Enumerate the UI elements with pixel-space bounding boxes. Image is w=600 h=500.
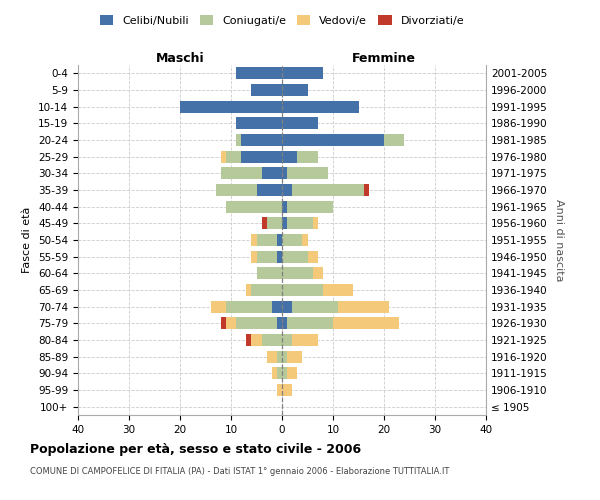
Text: Maschi: Maschi bbox=[155, 52, 205, 65]
Bar bbox=[292, 334, 318, 346]
Bar bbox=[226, 318, 236, 330]
Bar bbox=[221, 318, 226, 330]
Bar bbox=[262, 218, 267, 230]
Bar bbox=[262, 168, 282, 179]
Bar bbox=[277, 350, 282, 362]
Bar bbox=[282, 250, 308, 262]
Bar bbox=[282, 350, 287, 362]
Bar bbox=[272, 300, 282, 312]
Bar bbox=[298, 150, 318, 162]
Bar bbox=[282, 168, 287, 179]
Bar bbox=[241, 150, 282, 162]
Bar bbox=[241, 134, 282, 146]
Bar bbox=[277, 318, 282, 330]
Bar bbox=[292, 300, 338, 312]
Bar bbox=[262, 334, 282, 346]
Bar bbox=[277, 234, 282, 246]
Bar bbox=[287, 350, 302, 362]
Bar bbox=[247, 284, 251, 296]
Bar bbox=[287, 318, 333, 330]
Bar bbox=[251, 84, 282, 96]
Bar bbox=[282, 300, 292, 312]
Y-axis label: Fasce di età: Fasce di età bbox=[22, 207, 32, 273]
Bar bbox=[282, 68, 323, 80]
Text: Femmine: Femmine bbox=[352, 52, 416, 65]
Bar bbox=[236, 318, 277, 330]
Bar bbox=[257, 184, 282, 196]
Bar bbox=[287, 368, 298, 380]
Bar bbox=[257, 268, 282, 280]
Bar bbox=[180, 100, 282, 112]
Bar bbox=[236, 68, 282, 80]
Bar bbox=[282, 284, 323, 296]
Bar bbox=[251, 334, 262, 346]
Bar bbox=[226, 300, 272, 312]
Bar bbox=[211, 300, 226, 312]
Bar bbox=[277, 368, 282, 380]
Bar bbox=[338, 300, 389, 312]
Bar bbox=[282, 118, 318, 130]
Bar bbox=[282, 200, 287, 212]
Bar bbox=[282, 234, 302, 246]
Bar bbox=[313, 268, 323, 280]
Bar bbox=[267, 218, 282, 230]
Bar bbox=[323, 284, 353, 296]
Bar bbox=[282, 268, 313, 280]
Bar bbox=[251, 250, 257, 262]
Bar bbox=[216, 184, 257, 196]
Bar bbox=[282, 100, 359, 112]
Bar bbox=[287, 218, 313, 230]
Y-axis label: Anni di nascita: Anni di nascita bbox=[554, 198, 564, 281]
Bar bbox=[221, 168, 262, 179]
Bar bbox=[282, 150, 298, 162]
Bar bbox=[226, 200, 282, 212]
Text: Popolazione per età, sesso e stato civile - 2006: Popolazione per età, sesso e stato civil… bbox=[30, 442, 361, 456]
Bar bbox=[292, 184, 364, 196]
Bar bbox=[247, 334, 251, 346]
Bar bbox=[226, 150, 241, 162]
Bar bbox=[251, 284, 282, 296]
Bar bbox=[384, 134, 404, 146]
Bar bbox=[302, 234, 308, 246]
Text: COMUNE DI CAMPOFELICE DI FITALIA (PA) - Dati ISTAT 1° gennaio 2006 - Elaborazion: COMUNE DI CAMPOFELICE DI FITALIA (PA) - … bbox=[30, 468, 449, 476]
Bar bbox=[272, 368, 277, 380]
Bar bbox=[257, 250, 277, 262]
Bar bbox=[257, 234, 277, 246]
Bar bbox=[277, 250, 282, 262]
Bar bbox=[282, 184, 292, 196]
Bar bbox=[333, 318, 400, 330]
Bar bbox=[282, 334, 292, 346]
Bar bbox=[236, 134, 241, 146]
Bar bbox=[287, 200, 333, 212]
Bar bbox=[287, 168, 328, 179]
Bar bbox=[282, 218, 287, 230]
Bar bbox=[282, 134, 384, 146]
Bar bbox=[364, 184, 369, 196]
Bar bbox=[282, 384, 292, 396]
Bar bbox=[277, 384, 282, 396]
Legend: Celibi/Nubili, Coniugati/e, Vedovi/e, Divorziati/e: Celibi/Nubili, Coniugati/e, Vedovi/e, Di… bbox=[95, 10, 469, 30]
Bar bbox=[221, 150, 226, 162]
Bar bbox=[267, 350, 277, 362]
Bar bbox=[251, 234, 257, 246]
Bar bbox=[282, 84, 308, 96]
Bar bbox=[308, 250, 318, 262]
Bar bbox=[282, 368, 287, 380]
Bar bbox=[282, 318, 287, 330]
Bar bbox=[236, 118, 282, 130]
Bar bbox=[313, 218, 318, 230]
